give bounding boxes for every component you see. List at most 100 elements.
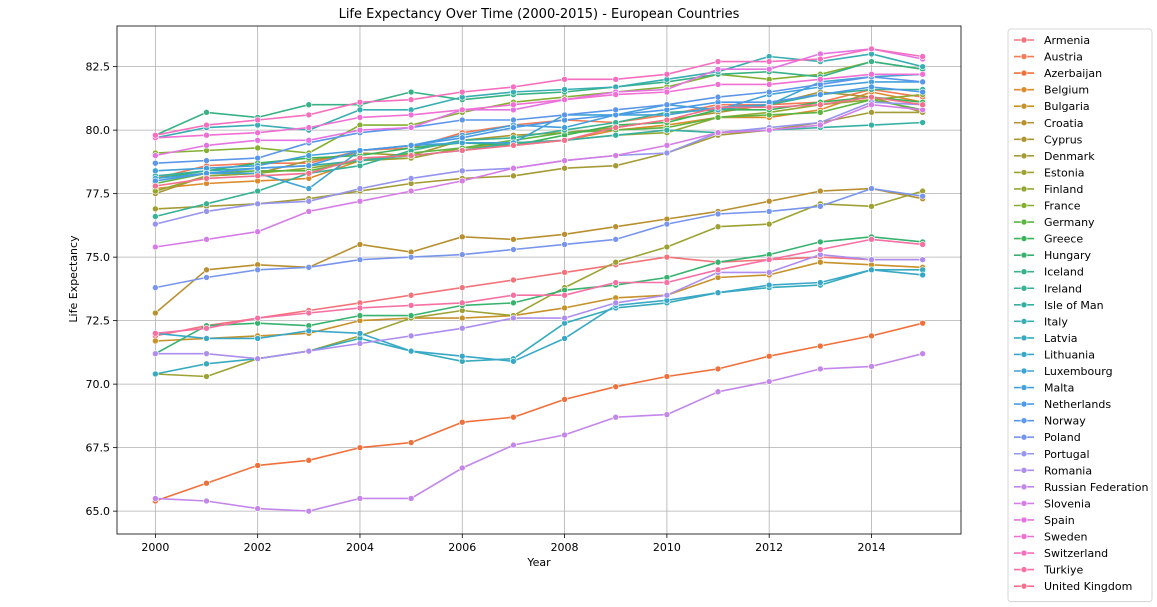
data-point: [817, 342, 824, 350]
data-point: [203, 479, 210, 487]
legend-label: Norway: [1044, 415, 1086, 428]
data-point: [663, 101, 671, 109]
data-point: [254, 164, 261, 172]
data-point: [919, 101, 926, 109]
legend-entry: United Kingdom: [1014, 580, 1132, 593]
data-point: [254, 144, 261, 152]
data-point: [356, 185, 364, 192]
legend: Armenia Austria Azerbaijan Belgium Bulgaria C…: [1007, 28, 1153, 603]
data-point: [510, 101, 517, 109]
legend-marker: [1020, 251, 1028, 259]
data-point: [561, 124, 568, 131]
data-point: [203, 497, 210, 505]
data-point: [868, 121, 875, 129]
legend-entry: Isle of Man: [1014, 299, 1104, 312]
data-point: [817, 279, 824, 286]
x-axis-ticks: 2000 2002 2004 2006 2008 2010 2012 2014: [141, 534, 885, 554]
legend-marker: [1020, 516, 1028, 524]
data-point: [356, 106, 364, 114]
data-point: [612, 152, 620, 159]
data-point: [663, 279, 671, 286]
data-point: [203, 200, 210, 208]
data-point: [510, 441, 517, 449]
legend-entry: Netherlands: [1014, 398, 1111, 411]
data-point: [817, 55, 824, 63]
data-point: [868, 83, 875, 91]
data-point: [356, 312, 364, 319]
legend-marker: [1020, 86, 1028, 93]
data-point: [356, 495, 364, 502]
data-point: [612, 106, 620, 114]
data-point: [714, 81, 722, 88]
legend-entry: Slovenia: [1014, 497, 1091, 510]
legend-marker: [1020, 466, 1028, 474]
legend-marker: [1020, 318, 1028, 325]
data-point: [510, 116, 517, 124]
data-point: [868, 332, 875, 340]
data-point: [152, 337, 159, 345]
data-point: [458, 88, 466, 96]
data-point: [817, 365, 824, 373]
data-point: [407, 142, 415, 149]
chart-title: Life Expectancy Over Time (2000-2015) - …: [339, 7, 740, 22]
data-point: [663, 149, 671, 157]
data-point: [510, 276, 517, 284]
legend-marker: [1020, 53, 1028, 60]
y-tick-label: 80.0: [86, 124, 111, 137]
data-point: [458, 314, 466, 322]
data-point: [561, 137, 568, 144]
legend-box: [1007, 28, 1153, 603]
data-point: [561, 230, 568, 238]
data-point: [919, 88, 926, 96]
legend-entry: Romania: [1014, 464, 1092, 477]
data-point: [356, 330, 364, 337]
legend-entry: Azerbaijan: [1014, 67, 1102, 80]
legend-label: Isle of Man: [1044, 299, 1104, 312]
data-point: [356, 114, 364, 121]
data-point: [919, 350, 926, 357]
data-point: [356, 304, 364, 312]
data-point: [919, 63, 926, 70]
data-point: [203, 157, 210, 164]
data-point: [305, 137, 313, 144]
data-point: [254, 314, 261, 322]
x-tick-label: 2006: [448, 541, 476, 554]
data-point: [458, 352, 466, 360]
data-point: [152, 205, 159, 213]
legend-marker: [1020, 483, 1028, 491]
data-point: [714, 129, 722, 136]
data-point: [152, 159, 159, 167]
x-tick-label: 2012: [755, 541, 783, 554]
legend-entry: Sweden: [1014, 531, 1087, 544]
series-line-poland: [155, 187, 923, 289]
x-tick-label: 2008: [551, 541, 579, 554]
data-point: [458, 233, 466, 241]
series-line-turkiye: [155, 238, 923, 335]
data-point: [612, 258, 620, 266]
series-line-switzerland: [155, 48, 923, 136]
legend-marker: [1020, 218, 1028, 226]
data-point: [765, 281, 773, 289]
series-line-latvia: [155, 268, 923, 375]
data-point: [868, 101, 875, 109]
data-point: [305, 111, 313, 119]
data-point: [510, 236, 517, 243]
legend-marker: [1020, 566, 1028, 573]
data-point: [919, 70, 926, 78]
legend-entry: Croatia: [1014, 117, 1084, 130]
data-point: [356, 98, 364, 106]
data-point: [152, 284, 159, 291]
legend-label: Latvia: [1044, 332, 1078, 345]
data-point: [305, 457, 313, 464]
data-point: [714, 266, 722, 274]
legend-label: Hungary: [1044, 249, 1091, 262]
legend-marker: [1020, 268, 1028, 276]
data-point: [407, 332, 415, 340]
legend-label: Croatia: [1044, 117, 1084, 130]
legend-marker: [1020, 417, 1028, 424]
data-point: [305, 309, 313, 317]
data-point: [919, 192, 926, 200]
data-point: [254, 116, 261, 124]
data-point: [868, 70, 875, 78]
